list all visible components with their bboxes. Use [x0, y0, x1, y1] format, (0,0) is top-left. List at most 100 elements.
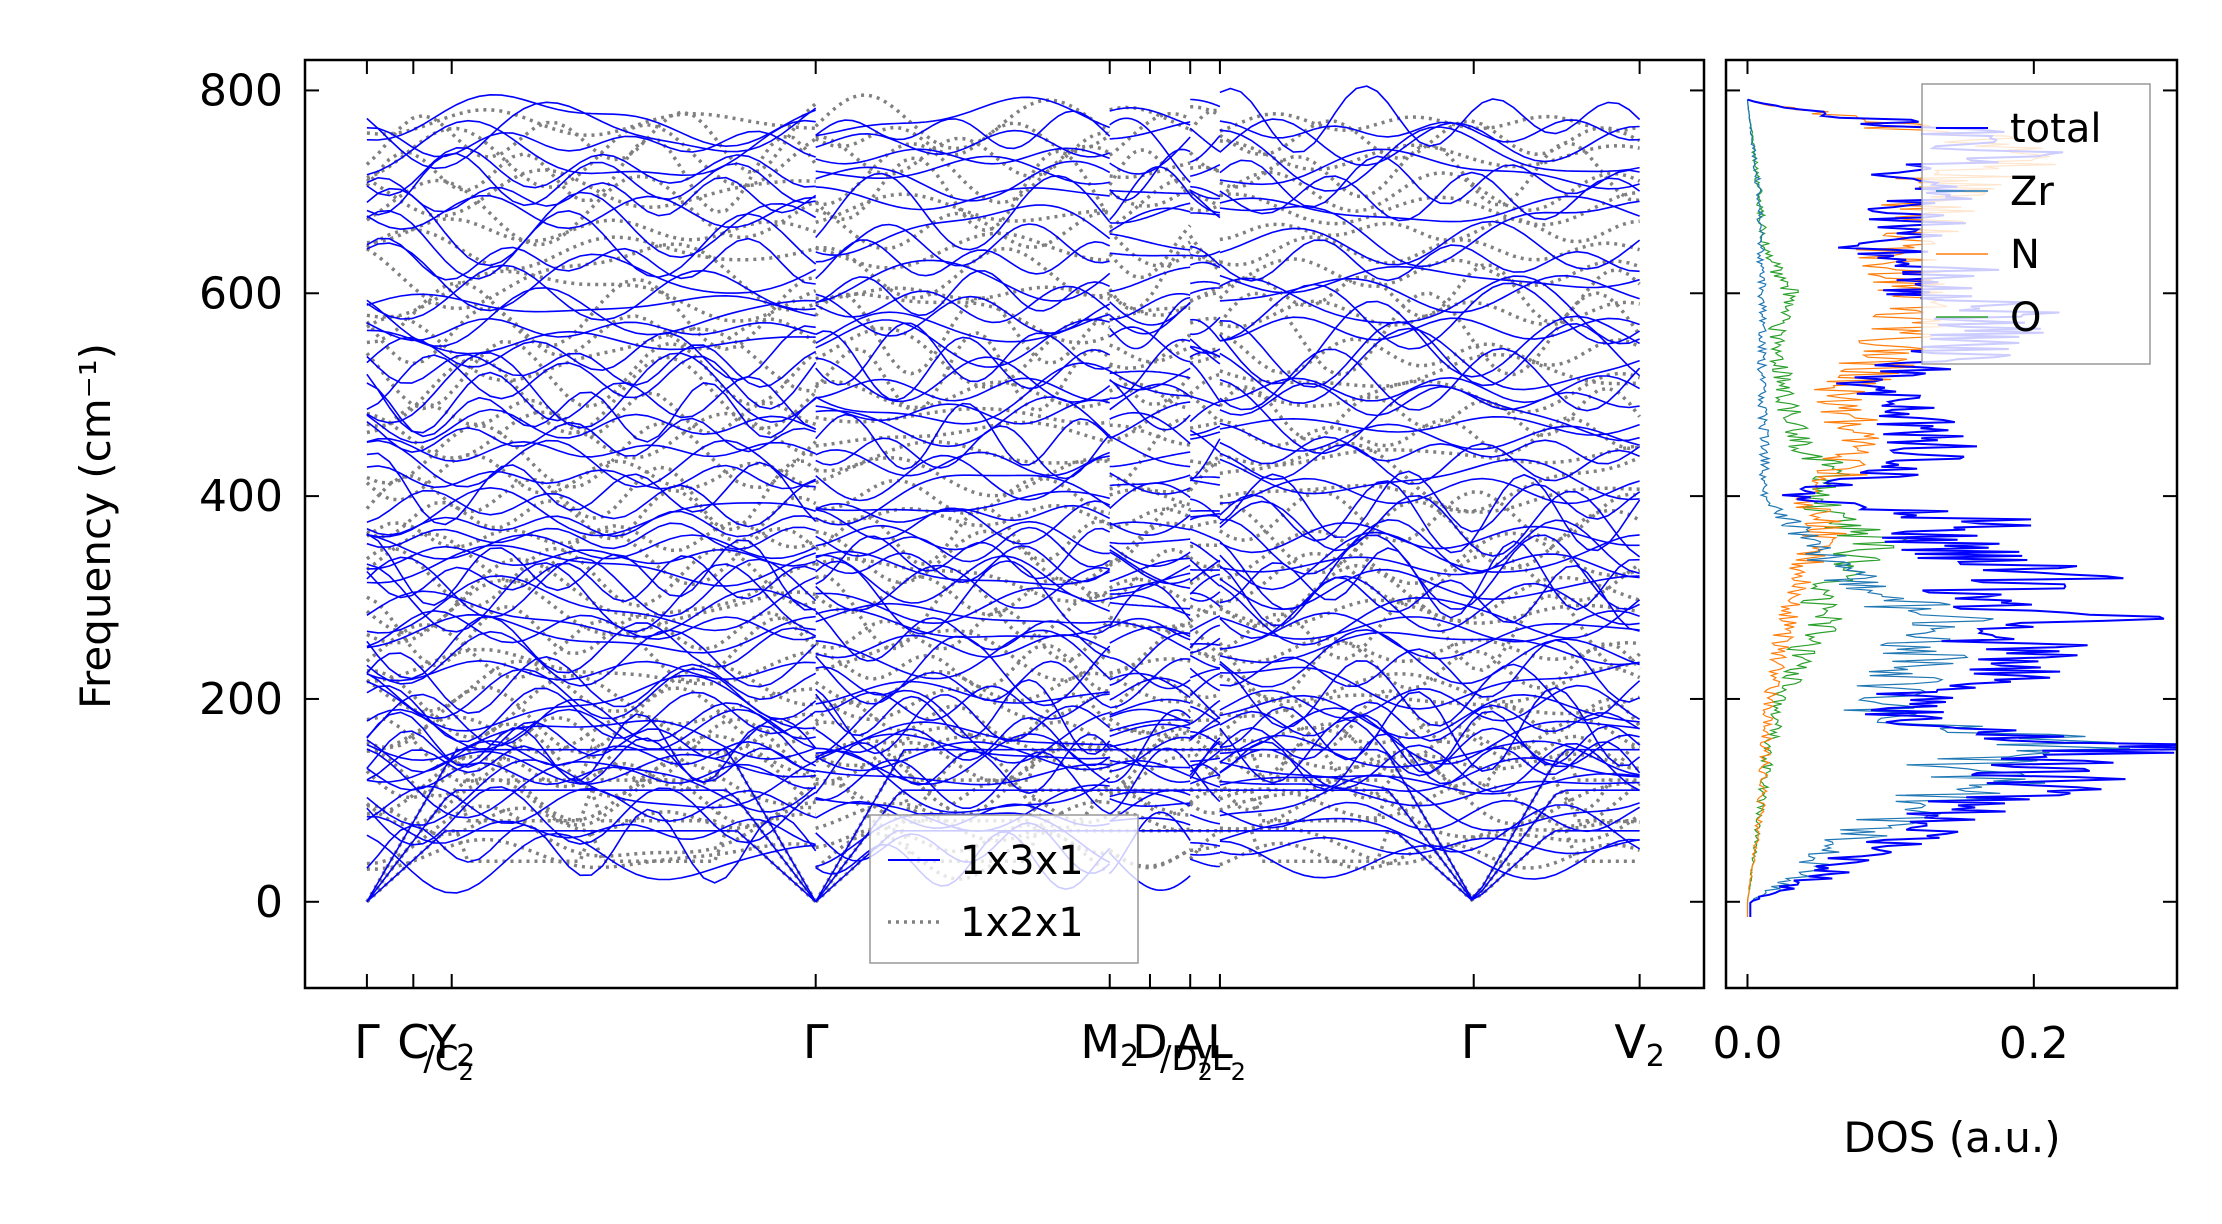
x-axis-label-dos: DOS (a.u.): [1843, 1113, 2060, 1162]
band-line-1x3x1-44-1: [816, 426, 1110, 479]
legend-label-1x3x1: 1x3x1: [960, 838, 1084, 884]
band-line-1x3x1-24-3: [1190, 656, 1220, 669]
band-line-1x2x1-17-3: [1190, 625, 1220, 654]
band-line-1x3x1-57-2: [1110, 302, 1191, 325]
band-line-1x3x1-56-2: [1110, 294, 1191, 320]
band-line-1x2x1-21-4: [1220, 531, 1640, 584]
band-line-1x3x1-59-0: [367, 239, 816, 284]
band-line-1x2x1-21-3: [1190, 545, 1220, 547]
y-axis-label: Frequency (cm⁻¹): [71, 343, 120, 709]
x-tick-label-4: Γ: [803, 1015, 829, 1069]
dos-x-tick-label-1: 0.2: [1999, 1018, 2069, 1069]
band-line-1x3x1-37-4: [1220, 523, 1640, 553]
band-line-1x3x1-58-2: [1110, 267, 1191, 291]
band-line-1x3x1-63-0: [367, 178, 816, 216]
band-line-1x3x1-49-3: [1190, 363, 1220, 402]
y-tick-label-800: 800: [199, 65, 283, 116]
band-line-1x3x1-44-0: [367, 439, 816, 462]
band-line-1x2x1-16-2: [1110, 625, 1191, 673]
x-tick-label-11: Γ: [1461, 1015, 1487, 1069]
band-line-1x3x1-5-3: [1190, 843, 1220, 846]
band-line-1x3x1-68-1: [816, 111, 1110, 148]
band-line-1x2x1-40-0: [367, 137, 816, 213]
dos-legend[interactable]: total Zr NO: [1922, 84, 2150, 364]
band-line-1x3x1-53-1: [816, 319, 1110, 367]
dos-x-tick-label-0: 0.0: [1712, 1018, 1782, 1069]
band-line-1x3x1-26-3: [1190, 638, 1220, 653]
band-line-1x3x1-44-3: [1190, 439, 1220, 481]
band-line-1x3x1-3-3: [1190, 859, 1220, 867]
band-line-1x3x1-63-1: [816, 187, 1110, 210]
band-line-1x2x1-38-1: [816, 194, 1110, 222]
dos-legend-label-total: total: [2010, 106, 2101, 152]
band-line-1x3x1-54-4: [1220, 317, 1640, 341]
band-line-1x3x1-62-2: [1110, 203, 1191, 223]
band-line-1x3x1-38-2: [1110, 539, 1191, 544]
band-line-1x3x1-61-1: [816, 205, 1110, 255]
band-line-1x3x1-65-1: [816, 157, 1110, 185]
band-line-1x3x1-36-2: [1110, 545, 1191, 566]
x-tick-label-10: L: [1207, 1015, 1233, 1069]
band-line-1x2x1-33-0: [367, 277, 816, 349]
band-legend[interactable]: 1x3x1 1x2x1: [870, 815, 1138, 963]
band-line-1x2x1-27-1: [816, 422, 1110, 446]
band-line-1x3x1-45-2: [1110, 413, 1191, 444]
x-tick-label-12: V2: [1614, 1015, 1665, 1074]
dos-legend-label-Zr: Zr: [2010, 169, 2054, 215]
band-line-1x3x1-21-3: [1190, 674, 1220, 696]
band-line-1x3x1-28-3: [1190, 616, 1220, 631]
y-tick-label-0: 0: [255, 877, 283, 928]
band-line-1x3x1-55-1: [816, 294, 1110, 336]
band-line-1x2x1-29-3: [1190, 375, 1220, 394]
legend-label-1x2x1: 1x2x1: [960, 900, 1084, 946]
band-line-1x3x1-47-4: [1220, 380, 1640, 454]
band-line-1x3x1-37-1: [816, 522, 1110, 554]
band-line-1x2x1-31-3: [1190, 355, 1220, 363]
y-tick-label-600: 600: [199, 268, 283, 319]
band-line-1x2x1-43-1: [816, 95, 1110, 149]
band-line-1x3x1-56-1: [816, 286, 1110, 322]
band-line-1x3x1-65-4: [1220, 149, 1640, 189]
band-line-1x3x1-4-3: [1190, 853, 1220, 855]
band-line-1x3x1-48-3: [1190, 397, 1220, 407]
band-line-1x3x1-67-4: [1220, 119, 1640, 165]
band-line-1x3x1-28-1: [816, 604, 1110, 623]
band-line-1x3x1-6-3: [1190, 815, 1220, 824]
band-line-1x3x1-58-4: [1220, 267, 1640, 293]
band-line-1x2x1-25-3: [1190, 457, 1220, 480]
band-line-1x3x1-58-0: [367, 243, 816, 311]
band-line-1x3x1-1-4: [1220, 790, 1640, 899]
band-line-1x3x1-49-0: [367, 353, 816, 428]
band-line-1x2x1-19-4: [1220, 566, 1640, 626]
band-line-1x3x1-69-1: [816, 97, 1110, 135]
dos-legend-label-N: N: [2010, 232, 2040, 278]
band-line-1x3x1-20-4: [1220, 686, 1640, 721]
band-line-1x3x1-64-2: [1110, 191, 1191, 194]
band-line-1x3x1-59-4: [1220, 240, 1640, 281]
x-tick-label-5: M2: [1080, 1015, 1139, 1074]
band-line-1x3x1-39-2: [1110, 483, 1191, 508]
x-tick-label-0: Γ: [354, 1015, 380, 1069]
band-line-1x3x1-60-0: [367, 211, 816, 279]
band-line-1x2x1-7-3: [1190, 803, 1220, 813]
band-line-1x3x1-59-1: [816, 240, 1110, 279]
band-line-1x3x1-13-3: [1190, 758, 1220, 761]
band-line-1x3x1-27-3: [1190, 644, 1220, 645]
band-line-1x2x1-31-2: [1110, 345, 1191, 362]
y-tick-label-200: 200: [199, 674, 283, 725]
band-line-1x3x1-69-2: [1110, 108, 1191, 125]
band-line-1x3x1-57-3: [1190, 282, 1220, 284]
band-line-1x2x1-32-4: [1220, 293, 1640, 374]
band-line-1x2x1-41-1: [816, 133, 1110, 176]
x-tick-label-3: Y2: [427, 1015, 475, 1074]
dos-legend-label-O: O: [2010, 295, 2041, 341]
band-line-1x3x1-61-2: [1110, 208, 1191, 231]
band-line-1x2x1-31-0: [367, 317, 816, 391]
band-line-1x3x1-40-2: [1110, 515, 1191, 535]
band-line-1x2x1-23-3: [1190, 521, 1220, 527]
band-lines: [367, 86, 1640, 902]
band-line-1x3x1-24-2: [1110, 633, 1191, 685]
y-tick-label-400: 400: [199, 471, 283, 522]
